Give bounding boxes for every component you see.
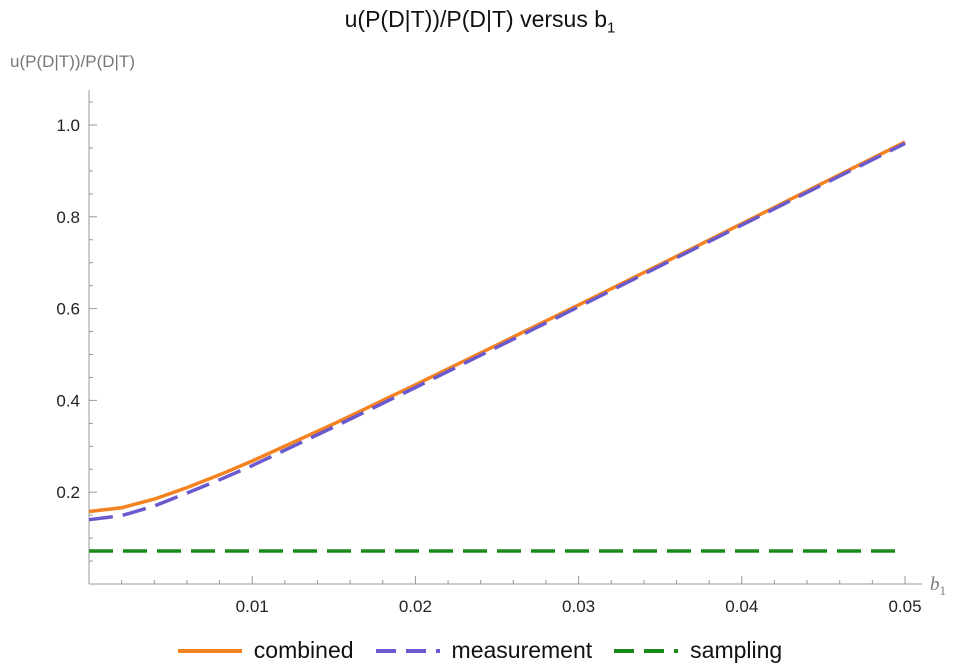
y-tick-label: 0.4: [56, 391, 80, 410]
x-axis-label: b1: [930, 574, 946, 599]
legend-swatch-measurement: [375, 648, 440, 653]
x-axis-label-text: b: [930, 574, 940, 595]
series-line-combined: [88, 140, 906, 514]
legend-label-combined: combined: [253, 637, 354, 663]
legend-swatch-sampling: [614, 648, 679, 653]
legend-item-sampling: sampling: [614, 637, 782, 664]
x-tick-label: 0.03: [562, 597, 595, 616]
legend-label-sampling: sampling: [690, 637, 783, 663]
y-tick-label: 0.2: [56, 483, 80, 502]
y-tick-label: 1.0: [56, 116, 80, 135]
y-tick-label: 0.8: [56, 208, 80, 227]
chart-title-subscript: 1: [607, 19, 616, 37]
y-tick-label: 0.6: [56, 300, 80, 319]
x-tick-label: 0.01: [236, 597, 269, 616]
chart-title: u(P(D|T))/P(D|T) versus b1: [0, 6, 960, 37]
x-axis-label-subscript: 1: [939, 582, 947, 598]
x-tick-label: 0.02: [399, 597, 432, 616]
legend-item-measurement: measurement: [375, 637, 593, 664]
legend-label-measurement: measurement: [451, 637, 593, 663]
y-ticks: 0.2 0.4 0.6 0.8 1.0: [56, 101, 97, 562]
x-tick-label: 0.05: [888, 597, 921, 616]
x-ticks: 0.01 0.02 0.03 0.04 0.05: [121, 576, 922, 616]
series-layer: [88, 140, 906, 553]
legend-item-combined: combined: [177, 637, 354, 664]
legend-swatch-combined: [177, 648, 242, 653]
y-axis-label: u(P(D|T))/P(D|T): [10, 52, 135, 71]
series-line-measurement: [88, 141, 906, 522]
legend: combined measurement sampling: [0, 637, 960, 664]
axes: [88, 90, 922, 585]
chart-title-text: u(P(D|T))/P(D|T) versus b: [344, 6, 608, 32]
x-tick-label: 0.04: [725, 597, 758, 616]
